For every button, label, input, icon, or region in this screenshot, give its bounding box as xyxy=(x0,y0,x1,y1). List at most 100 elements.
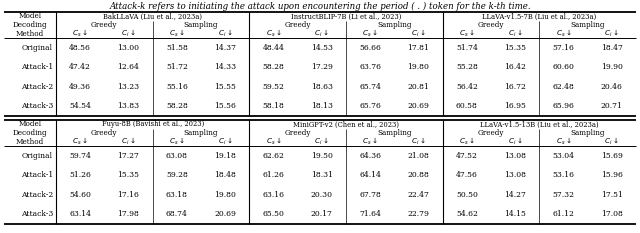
Text: 63.14: 63.14 xyxy=(69,210,91,218)
Text: Model: Model xyxy=(19,120,42,128)
Text: 63.16: 63.16 xyxy=(262,191,285,199)
Text: 62.48: 62.48 xyxy=(552,83,575,91)
Text: 53.16: 53.16 xyxy=(552,171,575,179)
Text: Fuyu-8B (Bavishi et al., 2023): Fuyu-8B (Bavishi et al., 2023) xyxy=(102,120,204,128)
Text: Sampling: Sampling xyxy=(184,129,218,137)
Text: $C_s\downarrow$: $C_s\downarrow$ xyxy=(266,28,282,39)
Text: 51.26: 51.26 xyxy=(69,171,91,179)
Text: $C_i\downarrow$: $C_i\downarrow$ xyxy=(411,28,426,39)
Text: 21.08: 21.08 xyxy=(408,152,429,160)
Text: 15.35: 15.35 xyxy=(118,171,140,179)
Text: 13.23: 13.23 xyxy=(117,83,140,91)
Text: 50.50: 50.50 xyxy=(456,191,478,199)
Text: 64.36: 64.36 xyxy=(359,152,381,160)
Text: 13.08: 13.08 xyxy=(504,152,526,160)
Text: Method: Method xyxy=(16,137,44,146)
Text: 65.74: 65.74 xyxy=(359,83,381,91)
Text: 15.35: 15.35 xyxy=(504,44,526,52)
Text: 47.42: 47.42 xyxy=(69,63,91,71)
Text: 59.74: 59.74 xyxy=(69,152,91,160)
Text: 12.64: 12.64 xyxy=(118,63,140,71)
Text: Attack-3: Attack-3 xyxy=(20,210,53,218)
Text: Sampling: Sampling xyxy=(570,129,605,137)
Text: 60.58: 60.58 xyxy=(456,102,478,110)
Text: Sampling: Sampling xyxy=(184,21,218,29)
Text: 54.62: 54.62 xyxy=(456,210,478,218)
Text: 20.30: 20.30 xyxy=(311,191,333,199)
Text: 17.29: 17.29 xyxy=(311,63,333,71)
Text: 17.81: 17.81 xyxy=(408,44,429,52)
Text: 18.48: 18.48 xyxy=(214,171,236,179)
Text: 51.72: 51.72 xyxy=(166,63,188,71)
Text: $C_i\downarrow$: $C_i\downarrow$ xyxy=(121,136,136,147)
Text: LLaVA-v1.5-7B (Liu et al., 2023a): LLaVA-v1.5-7B (Liu et al., 2023a) xyxy=(482,12,596,21)
Text: 14.15: 14.15 xyxy=(504,210,526,218)
Text: Greedy: Greedy xyxy=(477,21,504,29)
Text: 49.36: 49.36 xyxy=(69,83,91,91)
Text: 65.96: 65.96 xyxy=(552,102,575,110)
Text: 17.08: 17.08 xyxy=(601,210,623,218)
Text: 55.28: 55.28 xyxy=(456,63,478,71)
Text: 16.72: 16.72 xyxy=(504,83,526,91)
Text: $C_s\downarrow$: $C_s\downarrow$ xyxy=(362,28,378,39)
Text: 65.76: 65.76 xyxy=(359,102,381,110)
Text: BakLLaVA (Liu et al., 2023a): BakLLaVA (Liu et al., 2023a) xyxy=(103,12,202,21)
Text: Original: Original xyxy=(22,152,53,160)
Text: $C_s\downarrow$: $C_s\downarrow$ xyxy=(266,136,282,147)
Text: 15.56: 15.56 xyxy=(214,102,236,110)
Text: Greedy: Greedy xyxy=(284,21,311,29)
Text: Greedy: Greedy xyxy=(477,129,504,137)
Text: 64.14: 64.14 xyxy=(359,171,381,179)
Text: $C_i\downarrow$: $C_i\downarrow$ xyxy=(605,28,619,39)
Text: 48.44: 48.44 xyxy=(262,44,284,52)
Text: 18.13: 18.13 xyxy=(311,102,333,110)
Text: Attack-2: Attack-2 xyxy=(20,83,53,91)
Text: 63.18: 63.18 xyxy=(166,191,188,199)
Text: 16.42: 16.42 xyxy=(504,63,526,71)
Text: 59.52: 59.52 xyxy=(262,83,284,91)
Text: 48.56: 48.56 xyxy=(69,44,91,52)
Text: Model: Model xyxy=(19,12,42,21)
Text: 20.81: 20.81 xyxy=(408,83,429,91)
Text: 68.74: 68.74 xyxy=(166,210,188,218)
Text: 19.18: 19.18 xyxy=(214,152,236,160)
Text: 57.32: 57.32 xyxy=(552,191,575,199)
Text: 54.60: 54.60 xyxy=(69,191,91,199)
Text: 15.96: 15.96 xyxy=(601,171,623,179)
Text: 14.53: 14.53 xyxy=(311,44,333,52)
Text: Attack-2: Attack-2 xyxy=(20,191,53,199)
Text: 22.79: 22.79 xyxy=(408,210,429,218)
Text: $C_i\downarrow$: $C_i\downarrow$ xyxy=(411,136,426,147)
Text: 62.62: 62.62 xyxy=(262,152,284,160)
Text: 17.27: 17.27 xyxy=(118,152,140,160)
Text: 53.04: 53.04 xyxy=(552,152,575,160)
Text: 47.56: 47.56 xyxy=(456,171,478,179)
Text: 15.55: 15.55 xyxy=(214,83,236,91)
Text: 20.17: 20.17 xyxy=(311,210,333,218)
Text: 13.83: 13.83 xyxy=(117,102,140,110)
Text: LLaVA-v1.5-13B (Liu et al., 2023a): LLaVA-v1.5-13B (Liu et al., 2023a) xyxy=(480,120,598,128)
Text: 16.95: 16.95 xyxy=(504,102,526,110)
Text: Method: Method xyxy=(16,30,44,38)
Text: $C_i\downarrow$: $C_i\downarrow$ xyxy=(508,136,522,147)
Text: Greedy: Greedy xyxy=(284,129,311,137)
Text: 18.31: 18.31 xyxy=(311,171,333,179)
Text: 17.98: 17.98 xyxy=(118,210,140,218)
Text: $C_s\downarrow$: $C_s\downarrow$ xyxy=(459,136,475,147)
Text: 20.71: 20.71 xyxy=(601,102,623,110)
Text: $C_s\downarrow$: $C_s\downarrow$ xyxy=(362,136,378,147)
Text: 18.63: 18.63 xyxy=(311,83,333,91)
Text: 71.64: 71.64 xyxy=(359,210,381,218)
Text: 58.18: 58.18 xyxy=(262,102,284,110)
Text: 20.69: 20.69 xyxy=(214,210,236,218)
Text: 63.76: 63.76 xyxy=(359,63,381,71)
Text: 19.80: 19.80 xyxy=(408,63,429,71)
Text: 13.00: 13.00 xyxy=(118,44,140,52)
Text: 19.50: 19.50 xyxy=(311,152,333,160)
Text: 65.50: 65.50 xyxy=(262,210,284,218)
Text: 55.16: 55.16 xyxy=(166,83,188,91)
Text: 20.88: 20.88 xyxy=(408,171,429,179)
Text: 51.74: 51.74 xyxy=(456,44,478,52)
Text: 61.26: 61.26 xyxy=(262,171,284,179)
Text: MiniGPT-v2 (Chen et al., 2023): MiniGPT-v2 (Chen et al., 2023) xyxy=(293,120,399,128)
